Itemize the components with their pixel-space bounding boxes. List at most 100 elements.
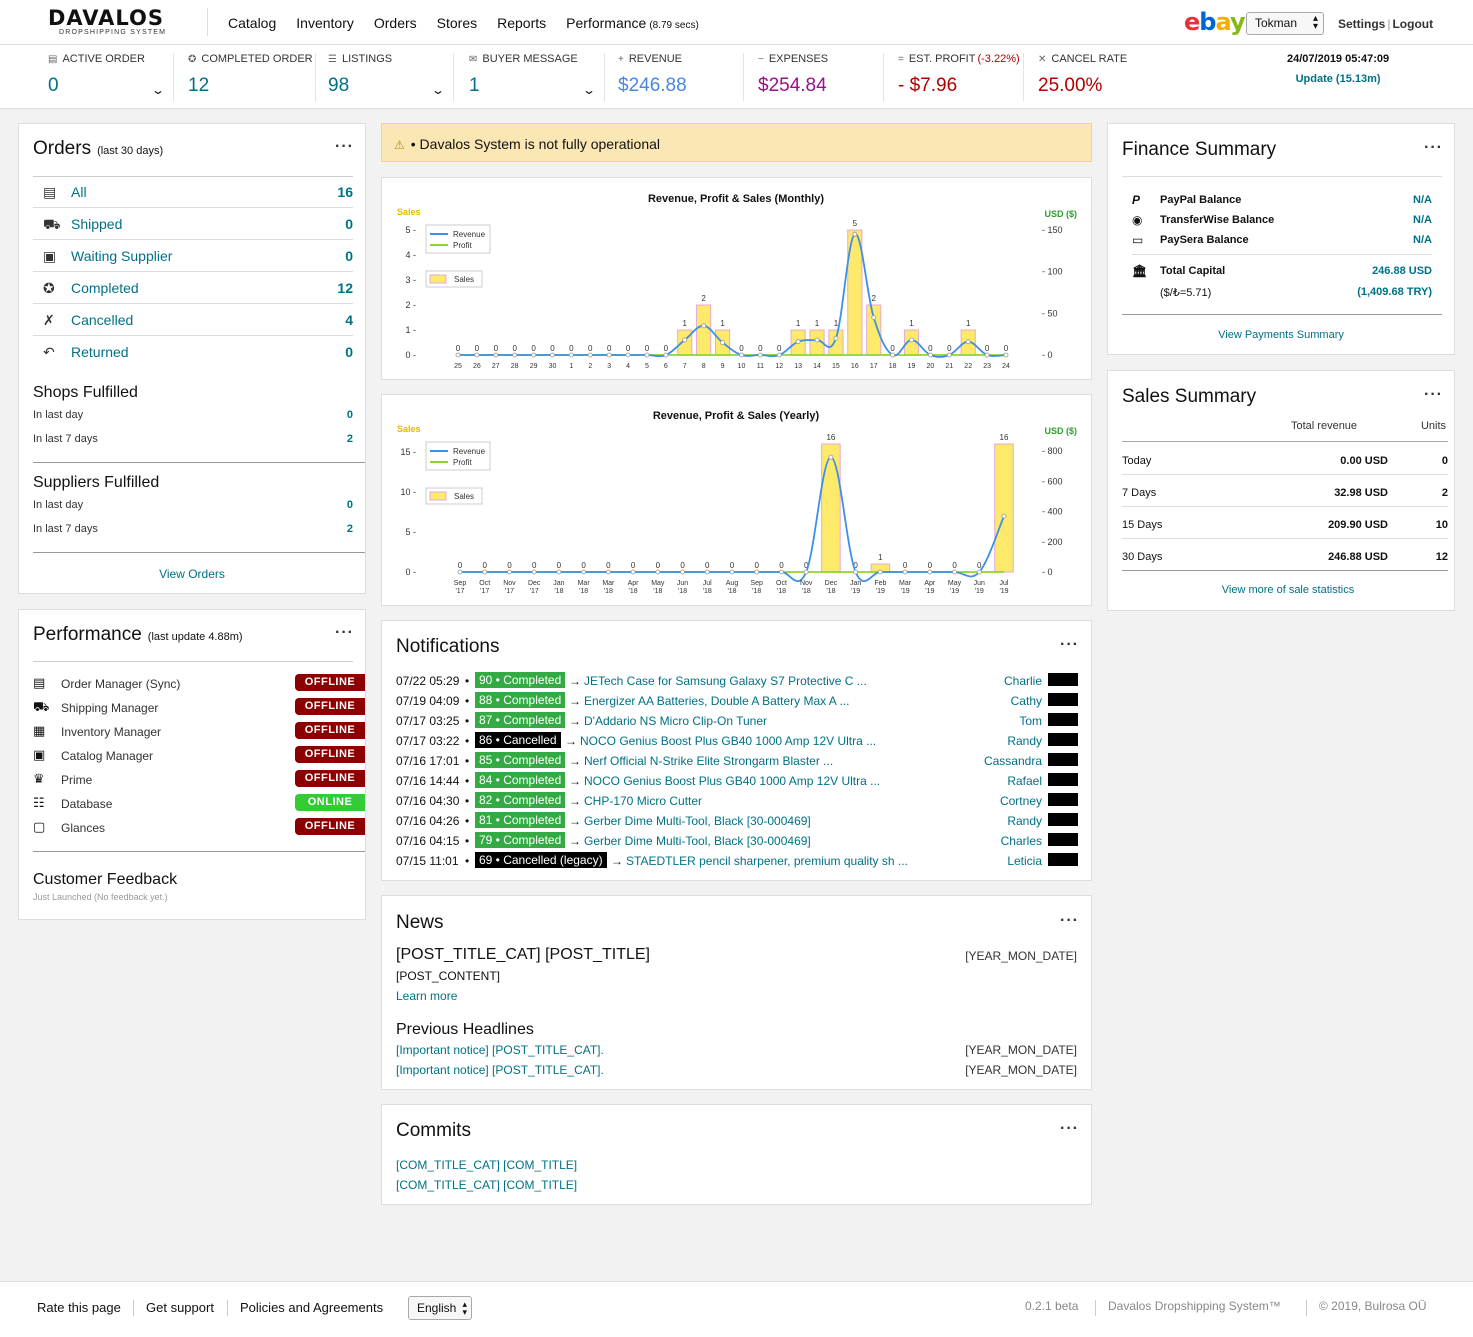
order-status-badge[interactable]: 90 • Completed <box>475 672 566 688</box>
order-status-badge[interactable]: 82 • Completed <box>475 792 566 808</box>
order-status-badge[interactable]: 88 • Completed <box>475 692 566 708</box>
notification-date: 07/16 04:26 <box>396 814 460 828</box>
nav-reports[interactable]: Reports <box>497 15 547 31</box>
customer-link[interactable]: Randy <box>1007 814 1042 828</box>
more-menu-icon[interactable]: ··· <box>335 624 354 641</box>
customer-link[interactable]: Cathy <box>1010 694 1042 708</box>
logout-link[interactable]: Logout <box>1392 17 1434 31</box>
data-point <box>720 340 725 345</box>
product-link[interactable]: Nerf Official N-Strike Elite Strongarm B… <box>584 754 834 768</box>
headline-link[interactable]: [Important notice] [POST_TITLE_CAT]. <box>396 1043 604 1057</box>
order-row-completed[interactable]: ✪ Completed 12 <box>33 272 353 304</box>
suppliers-last-7-days: In last 7 days 2 <box>33 523 353 535</box>
order-status-badge[interactable]: 87 • Completed <box>475 712 566 728</box>
stat-active-order[interactable]: ▤ ACTIVE ORDER 0 ⌄ <box>48 53 174 101</box>
policies-link[interactable]: Policies and Agreements <box>240 1300 384 1315</box>
x-tick-label: Dec <box>528 580 541 587</box>
more-menu-icon[interactable]: ··· <box>1424 386 1443 403</box>
x-tick-label: May <box>948 580 962 587</box>
product-link[interactable]: JETech Case for Samsung Galaxy S7 Protec… <box>584 674 867 688</box>
chevron-down-icon[interactable]: ⌄ <box>430 83 446 97</box>
order-row-returned[interactable]: ↶ Returned 0 <box>33 336 353 368</box>
commit-link[interactable]: [COM_TITLE_CAT] [COM_TITLE] <box>396 1158 578 1172</box>
sales-data-label: 0 <box>512 344 517 353</box>
customer-link[interactable]: Charles <box>1000 834 1042 848</box>
ebay-letter-e: e <box>1184 8 1200 36</box>
right-tick-label: - 100 <box>1042 267 1063 277</box>
sales-data-label: 0 <box>581 561 586 570</box>
view-sale-statistics-link[interactable]: View more of sale statistics <box>1221 584 1355 596</box>
product-link[interactable]: NOCO Genius Boost Plus GB40 1000 Amp 12V… <box>584 774 881 788</box>
account-select[interactable]: Tokman ▴ ▾ <box>1246 12 1324 35</box>
perf-time: (8.79 secs) <box>649 20 699 31</box>
order-status-badge[interactable]: 86 • Cancelled <box>475 732 561 748</box>
customer-link[interactable]: Cassandra <box>983 754 1042 768</box>
commit-link[interactable]: [COM_TITLE_CAT] [COM_TITLE] <box>396 1178 578 1192</box>
product-link[interactable]: D'Addario NS Micro Clip-On Tuner <box>584 714 768 728</box>
order-status-badge[interactable]: 81 • Completed <box>475 812 566 828</box>
product-link[interactable]: STAEDTLER pencil sharpener, premium qual… <box>626 854 908 868</box>
visa-card-icon: ▭ <box>1132 233 1144 247</box>
order-row-cancelled[interactable]: ✗ Cancelled 4 <box>33 304 353 336</box>
stat-listings[interactable]: ☰ LISTINGS 98 ⌄ <box>328 53 454 101</box>
view-orders-link[interactable]: View Orders <box>159 567 225 581</box>
customer-link[interactable]: Cortney <box>999 794 1042 808</box>
customer-link[interactable]: Rafael <box>1007 774 1042 788</box>
update-link[interactable]: Update (15.13m) <box>1295 73 1381 85</box>
orders-title-text: Orders <box>33 138 92 159</box>
get-support-link[interactable]: Get support <box>146 1300 214 1315</box>
product-link[interactable]: Gerber Dime Multi-Tool, Black [30-000469… <box>584 834 811 848</box>
box-icon: ▣ <box>43 248 57 264</box>
customer-link[interactable]: Charlie <box>1003 674 1042 688</box>
data-point <box>871 315 877 320</box>
customer-link[interactable]: Tom <box>1019 714 1042 728</box>
divider <box>1132 254 1432 255</box>
rate-page-link[interactable]: Rate this page <box>37 1300 121 1315</box>
more-menu-icon[interactable]: ··· <box>335 138 354 155</box>
nav-performance[interactable]: Performance (8.79 secs) <box>566 15 699 31</box>
order-row-shipped[interactable]: ⛟ Shipped 0 <box>33 208 353 240</box>
arrow-right-icon: → <box>569 714 581 728</box>
chevron-down-icon[interactable]: ⌄ <box>150 83 166 97</box>
data-point <box>644 352 650 358</box>
settings-link[interactable]: Settings <box>1338 17 1386 31</box>
stat-buyer-message[interactable]: ✉ BUYER MESSAGE 1 ⌄ <box>469 53 605 101</box>
customer-link[interactable]: Leticia <box>1007 854 1042 868</box>
footer-separator <box>227 1300 228 1316</box>
main-nav: Catalog Inventory Orders Stores Reports … <box>228 15 699 31</box>
x-tick-label: 24 <box>1002 363 1010 370</box>
learn-more-link[interactable]: Learn more <box>396 989 458 1003</box>
order-status-badge[interactable]: 84 • Completed <box>475 772 566 788</box>
order-status-badge[interactable]: 69 • Cancelled (legacy) <box>475 852 607 868</box>
order-row-waiting-supplier[interactable]: ▣ Waiting Supplier 0 <box>33 240 353 272</box>
product-link[interactable]: CHP-170 Micro Cutter <box>584 794 703 808</box>
order-status-badge[interactable]: 79 • Completed <box>475 832 566 848</box>
nav-inventory[interactable]: Inventory <box>296 15 354 31</box>
product-link[interactable]: Gerber Dime Multi-Tool, Black [30-000469… <box>584 814 811 828</box>
headline-link[interactable]: [Important notice] [POST_TITLE_CAT]. <box>396 1063 604 1077</box>
more-menu-icon[interactable]: ··· <box>1060 1120 1079 1137</box>
news-post-title[interactable]: [POST_TITLE_CAT] [POST_TITLE] <box>396 946 650 963</box>
sales-data-label: 0 <box>531 344 536 353</box>
notification-date: 07/15 11:01 <box>396 854 459 868</box>
stat-completed-order[interactable]: ✪ COMPLETED ORDER 12 <box>188 53 316 101</box>
more-menu-icon[interactable]: ··· <box>1060 636 1079 653</box>
order-row-all[interactable]: ▤ All 16 <box>33 176 353 208</box>
order-status-badge[interactable]: 85 • Completed <box>475 752 566 768</box>
view-payments-link[interactable]: View Payments Summary <box>1218 329 1344 341</box>
sales-data-label: 1 <box>796 319 801 328</box>
nav-orders[interactable]: Orders <box>373 15 417 31</box>
sales-units: 2 <box>1441 487 1448 499</box>
status-badge: OFFLINE <box>295 746 365 763</box>
product-link[interactable]: Energizer AA Batteries, Double A Battery… <box>584 694 850 708</box>
customer-link[interactable]: Randy <box>1007 734 1042 748</box>
footer-separator <box>133 1300 134 1316</box>
davalos-logo[interactable]: DAVALOS DROPSHIPPING SYSTEM <box>48 8 188 37</box>
product-link[interactable]: NOCO Genius Boost Plus GB40 1000 Amp 12V… <box>580 734 877 748</box>
nav-stores[interactable]: Stores <box>436 15 478 31</box>
more-menu-icon[interactable]: ··· <box>1060 912 1079 929</box>
nav-catalog[interactable]: Catalog <box>228 15 277 31</box>
more-menu-icon[interactable]: ··· <box>1424 139 1443 156</box>
chevron-down-icon[interactable]: ⌄ <box>581 83 597 97</box>
language-select[interactable]: English ▴ ▾ <box>408 1296 472 1320</box>
